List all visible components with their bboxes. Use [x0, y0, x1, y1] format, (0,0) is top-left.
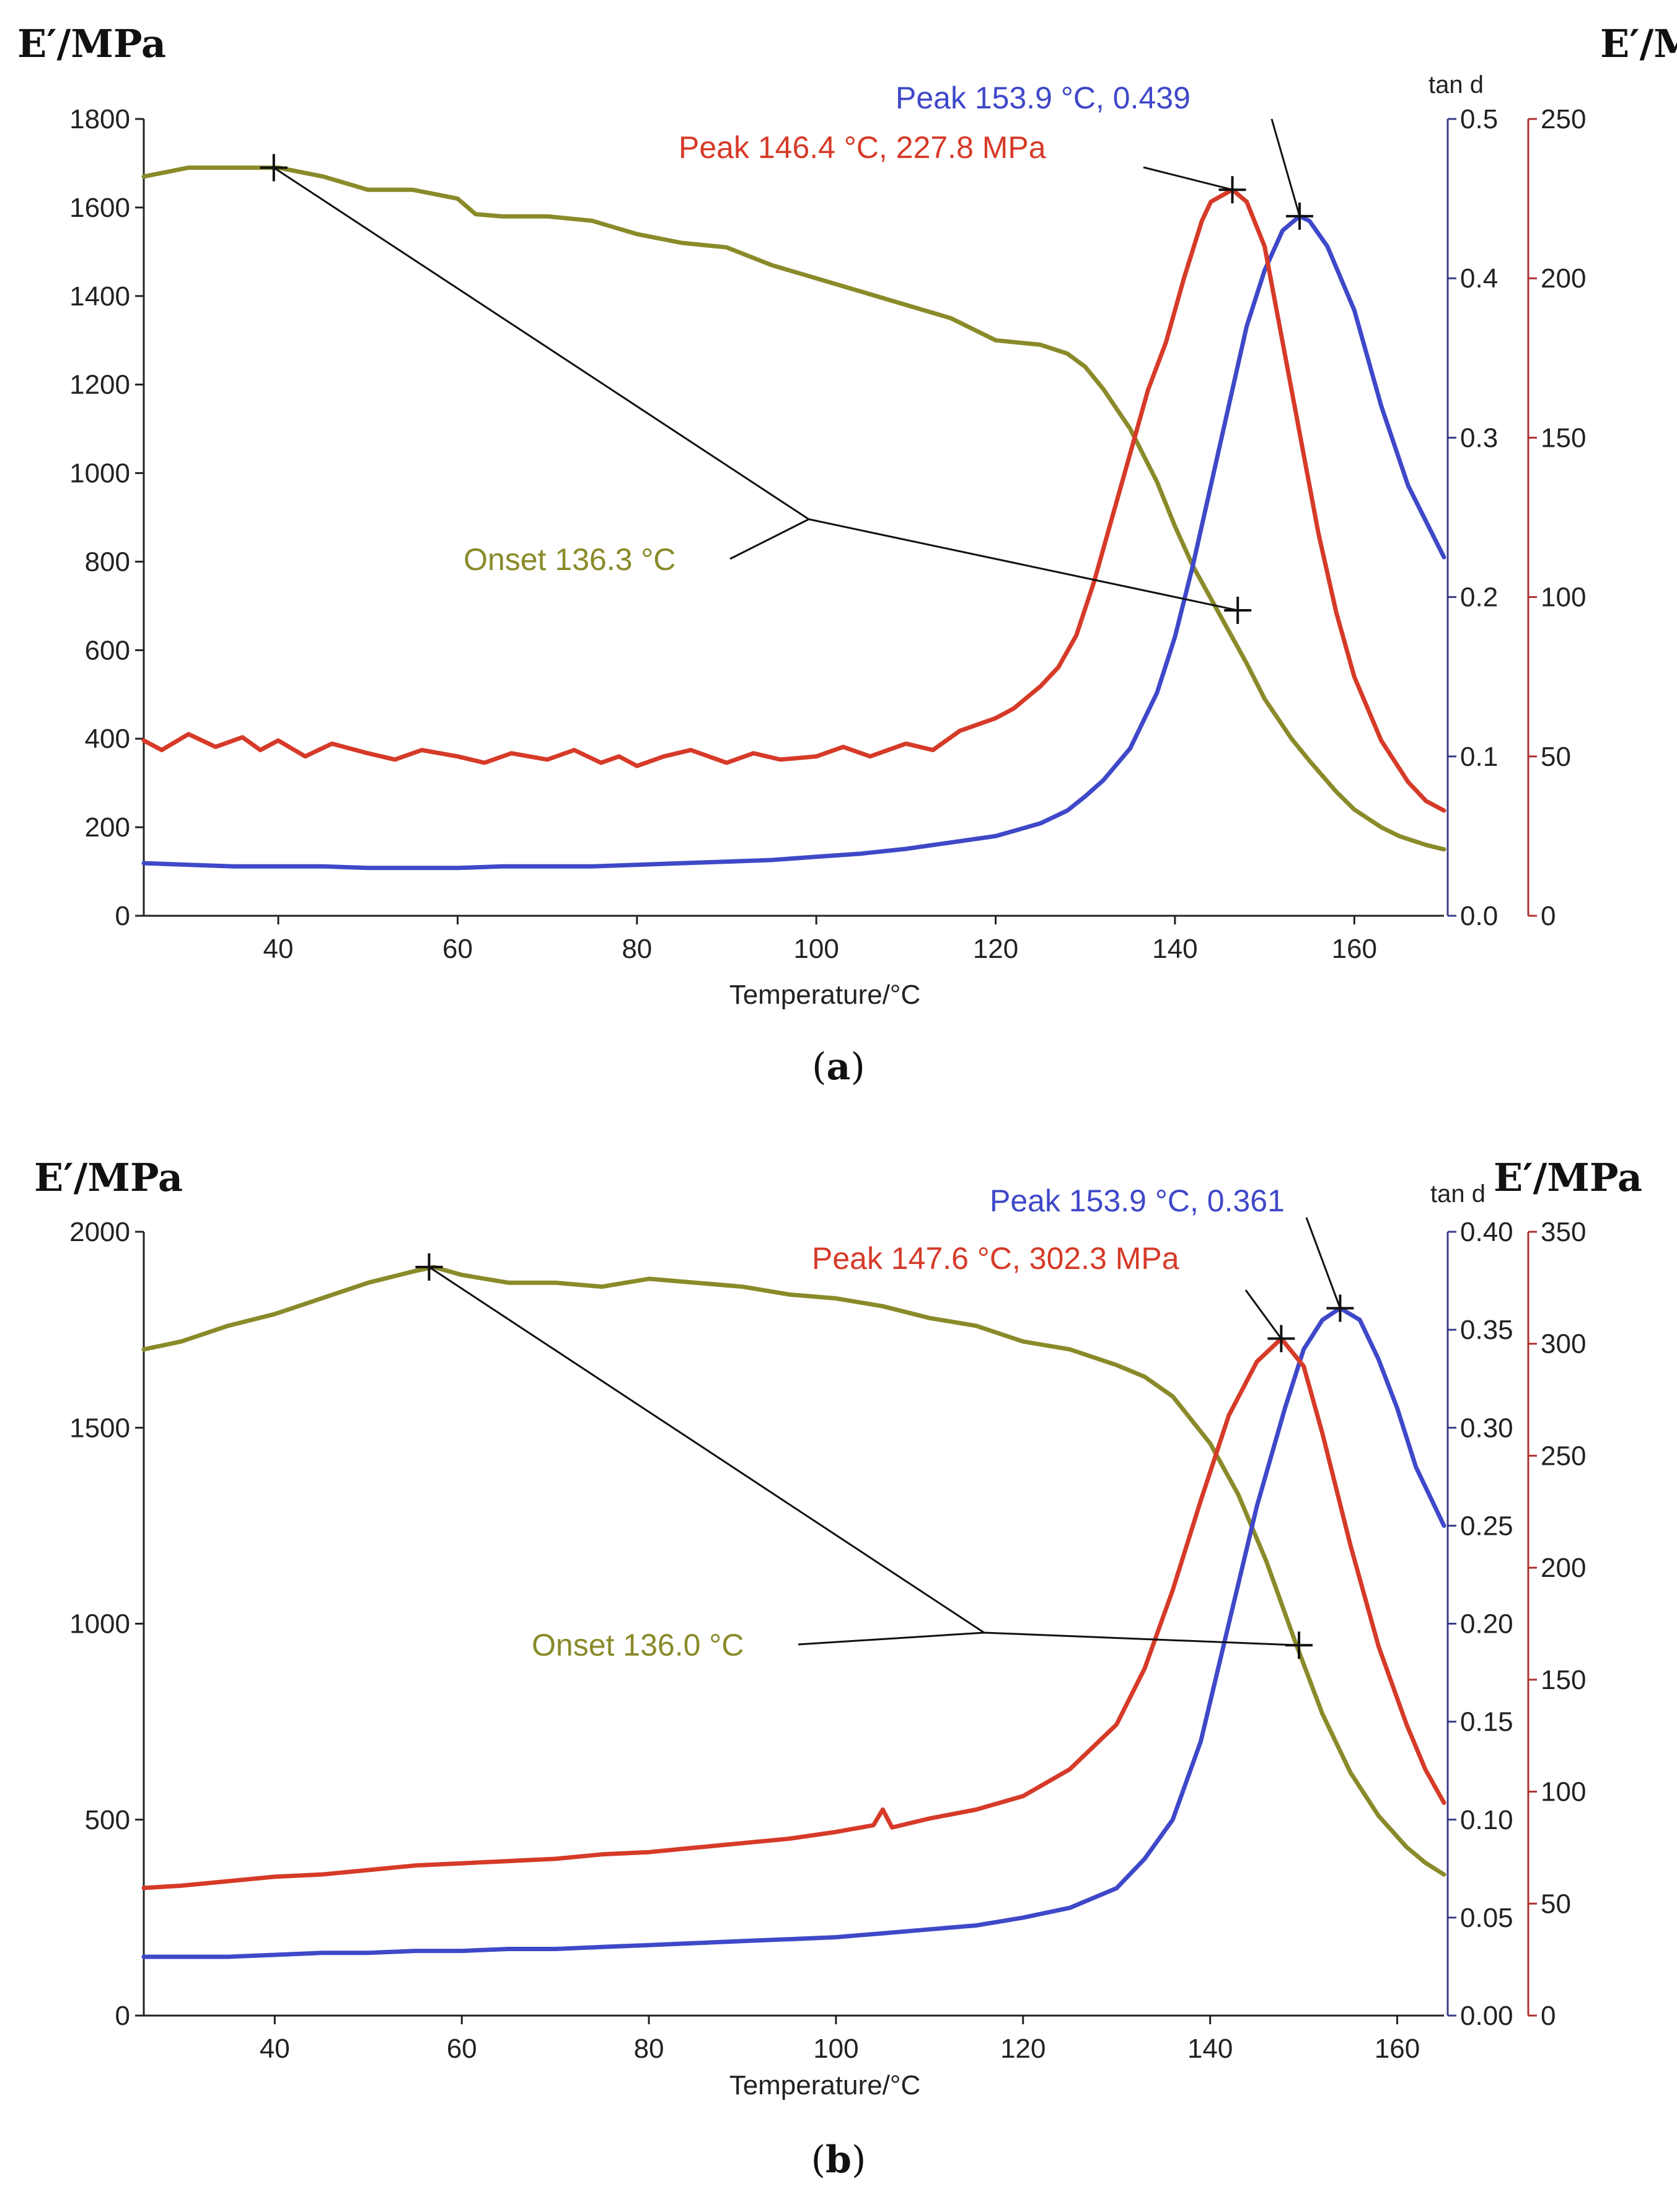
loss-axis-tick-label: 50 — [1541, 1889, 1571, 1919]
x-axis-tick-label: 140 — [1187, 2034, 1233, 2064]
panel-label: (b) — [811, 2138, 866, 2182]
tan-peak-leader — [1270, 118, 1301, 217]
panel-label-open: ( — [811, 2138, 825, 2182]
series-line-loss-modulus — [141, 187, 1446, 813]
x-axis-tick-label: 140 — [1152, 934, 1197, 964]
x-axis-tick-label: 60 — [447, 2034, 477, 2064]
loss-peak-label: Peak 146.4 °C, 227.8 MPa — [679, 130, 1046, 165]
loss-axis-tick-label: 100 — [1541, 582, 1586, 613]
right-axis-title: E′/MPa — [1600, 21, 1677, 66]
left-axis-tick-label: 2000 — [69, 1217, 130, 1247]
tan-axis-tick-label: 0.4 — [1460, 263, 1498, 294]
series-line-tan-delta — [141, 1306, 1446, 1959]
series-line-loss-modulus — [141, 1336, 1446, 1890]
onset-leader-line — [428, 1266, 1300, 1646]
loss-axis-tick-label: 0 — [1541, 2001, 1556, 2031]
left-axis-tick-label: 1500 — [69, 1413, 130, 1443]
x-axis-tick-label: 160 — [1332, 934, 1377, 964]
loss-axis-tick-label: 300 — [1541, 1329, 1586, 1359]
left-axis-tick-label: 0 — [115, 901, 130, 931]
tan-axis-tick-label: 0.15 — [1460, 1707, 1513, 1737]
x-axis-tick-label: 80 — [634, 2034, 664, 2064]
left-axis-tick-label: 1000 — [69, 1609, 130, 1639]
loss-axis-tick-label: 200 — [1541, 1553, 1586, 1583]
tan-axis-tick-label: 0.3 — [1460, 423, 1498, 453]
tan-peak-label: Peak 153.9 °C, 0.361 — [990, 1183, 1285, 1218]
loss-axis-tick-label: 100 — [1541, 1777, 1586, 1807]
loss-axis-tick-label: 350 — [1541, 1217, 1586, 1247]
tan-axis-title: tan d — [1428, 71, 1484, 99]
x-axis-tick-label: 120 — [973, 934, 1018, 964]
x-axis-label: Temperature/°C — [729, 980, 921, 1010]
loss-peak-leader — [1244, 1289, 1282, 1340]
left-axis-tick-label: 600 — [85, 635, 130, 665]
loss-axis-tick-label: 250 — [1541, 1441, 1586, 1471]
tan-axis-tick-label: 0.35 — [1460, 1315, 1513, 1345]
x-axis-tick-label: 40 — [263, 934, 294, 964]
panel-label-letter: b — [825, 2138, 852, 2182]
x-axis-label: Temperature/°C — [729, 2070, 921, 2100]
left-axis-tick-label: 0 — [115, 2001, 130, 2031]
tan-axis-tick-label: 0.40 — [1460, 1217, 1513, 1247]
left-axis-tick-label: 400 — [85, 724, 130, 754]
tan-axis-tick-label: 0.2 — [1460, 582, 1498, 613]
loss-axis-tick-label: 200 — [1541, 263, 1586, 294]
left-axis-tick-label: 800 — [85, 546, 130, 577]
x-axis-tick-label: 40 — [260, 2034, 290, 2064]
loss-axis-tick-label: 0 — [1541, 901, 1556, 931]
tan-peak-label: Peak 153.9 °C, 0.439 — [896, 81, 1191, 115]
left-axis-tick-label: 1000 — [69, 459, 130, 489]
loss-peak-leader — [1143, 166, 1233, 191]
loss-axis-tick-label: 250 — [1541, 104, 1586, 134]
x-axis-tick-label: 80 — [622, 934, 652, 964]
series-line-storage-modulus — [141, 165, 1446, 852]
x-axis-tick-label: 100 — [813, 2034, 858, 2064]
tan-axis-tick-label: 0.05 — [1460, 1903, 1513, 1933]
tan-axis-tick-label: 0.10 — [1460, 1805, 1513, 1835]
tan-axis-tick-label: 0.0 — [1460, 901, 1498, 931]
tan-peak-leader — [1305, 1217, 1341, 1309]
panel-label-letter: a — [827, 1045, 851, 1089]
panel-label: (a) — [812, 1045, 865, 1089]
series-line-tan-delta — [141, 214, 1446, 871]
left-axis-tick-label: 1600 — [69, 193, 130, 223]
left-axis-tick-label: 1800 — [69, 104, 130, 134]
panel-label-close: ) — [850, 1045, 865, 1089]
left-axis-title: E′/MPa — [17, 21, 166, 66]
left-axis-tick-label: 1400 — [69, 281, 130, 312]
x-axis-tick-label: 120 — [1000, 2034, 1045, 2064]
panel-label-close: ) — [852, 2138, 866, 2182]
tan-axis-tick-label: 0.30 — [1460, 1413, 1513, 1443]
left-axis-title: E′/MPa — [34, 1155, 183, 1200]
x-axis-tick-label: 160 — [1375, 2034, 1420, 2064]
loss-axis-tick-label: 50 — [1541, 742, 1571, 772]
left-axis-tick-label: 500 — [85, 1805, 130, 1835]
onset-leader-line — [273, 167, 1238, 612]
left-axis-tick-label: 200 — [85, 812, 130, 843]
onset-label: Onset 136.3 °C — [464, 542, 676, 577]
x-axis-tick-label: 60 — [442, 934, 473, 964]
series-line-storage-modulus — [141, 1265, 1446, 1877]
onset-label-leader — [798, 1631, 985, 1646]
right-axis-title: E′/MPa — [1494, 1155, 1642, 1200]
tan-axis-tick-label: 0.5 — [1460, 104, 1498, 134]
left-axis-tick-label: 1200 — [69, 370, 130, 400]
tan-axis-tick-label: 0.25 — [1460, 1511, 1513, 1541]
onset-label-leader — [729, 518, 809, 560]
loss-peak-label: Peak 147.6 °C, 302.3 MPa — [812, 1241, 1179, 1276]
tan-axis-tick-label: 0.1 — [1460, 742, 1498, 772]
panel-label-open: ( — [812, 1045, 826, 1089]
tan-axis-title: tan d — [1430, 1180, 1486, 1208]
x-axis-tick-label: 100 — [793, 934, 838, 964]
onset-label: Onset 136.0 °C — [532, 1628, 744, 1662]
tan-axis-tick-label: 0.20 — [1460, 1609, 1513, 1639]
tan-axis-tick-label: 0.00 — [1460, 2001, 1513, 2031]
loss-axis-tick-label: 150 — [1541, 423, 1586, 453]
loss-axis-tick-label: 150 — [1541, 1665, 1586, 1695]
